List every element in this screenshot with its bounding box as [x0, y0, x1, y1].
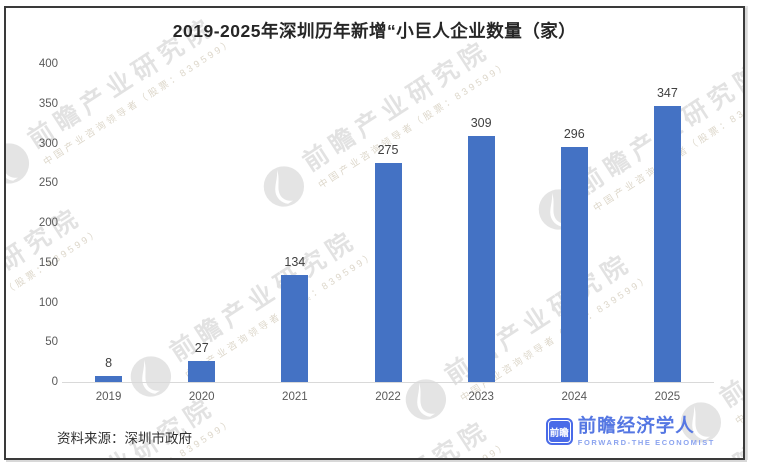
- x-axis-label: 2025: [654, 391, 681, 403]
- x-axis-label: 2019: [95, 391, 122, 403]
- x-axis-label: 2021: [282, 391, 308, 403]
- chart-panel: 前瞻产业研究院 中国产业咨询领导者（股票：839599） 前瞻产业研究院 中国产业咨询…: [4, 6, 745, 460]
- bar-value-label: 309: [470, 116, 492, 131]
- brand-logo: 前瞻 前瞻经济学人 FORWARD-THE ECONOMIST: [545, 415, 715, 447]
- y-axis-label: 400: [38, 58, 58, 70]
- bar-value-label: 275: [377, 143, 399, 158]
- y-axis-label: 250: [38, 177, 58, 190]
- bar-value-label: 134: [284, 255, 306, 270]
- x-axis-label: 2022: [375, 391, 401, 403]
- y-axis-label: 150: [38, 256, 58, 269]
- x-axis-label: 2020: [188, 391, 215, 403]
- y-axis-label: 350: [38, 97, 58, 110]
- y-axis-label: 0: [51, 376, 58, 388]
- y-axis-label: 200: [38, 217, 58, 229]
- logo-badge-icon: 前瞻: [545, 418, 573, 445]
- y-axis-label: 50: [45, 336, 58, 349]
- chart-title: 2019-2025年深圳历年新增“小巨人企业数量（家）: [172, 21, 577, 41]
- y-axis-label: 300: [38, 137, 58, 150]
- y-axis-label: 100: [38, 296, 58, 309]
- bar-value-label: 27: [194, 340, 209, 355]
- bar: [281, 275, 309, 382]
- logo-badge-text: 前瞻: [549, 427, 569, 439]
- source-note: 资料来源：深圳市政府: [57, 431, 192, 446]
- logo-name: 前瞻经济学人: [577, 415, 695, 436]
- logo-subtitle: FORWARD-THE ECONOMIST: [577, 437, 715, 447]
- bar: [188, 360, 216, 382]
- bar: [653, 106, 681, 382]
- bar-value-label: 296: [563, 126, 585, 141]
- bar-value-label: 347: [656, 86, 678, 101]
- x-axis-label: 2024: [561, 391, 588, 403]
- x-axis-label: 2023: [468, 391, 494, 403]
- bar: [374, 163, 402, 382]
- bar-chart: 0 50 100 150 200 250 300 350 400 8 2019 27 2020 134 20…: [6, 8, 743, 458]
- bar: [95, 375, 123, 382]
- bar: [467, 136, 495, 382]
- x-axis-line: [62, 382, 714, 383]
- bar-value-label: 8: [105, 355, 113, 370]
- bar: [560, 146, 588, 382]
